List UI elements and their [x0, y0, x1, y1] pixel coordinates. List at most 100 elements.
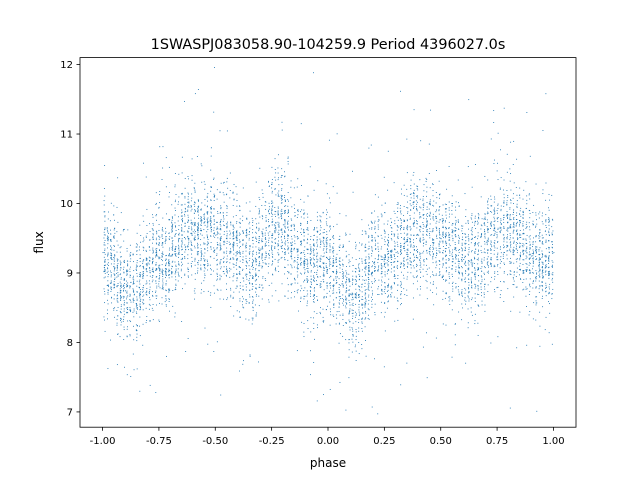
data-point: [547, 267, 549, 269]
data-point: [442, 222, 444, 224]
data-point: [258, 240, 260, 241]
data-point: [142, 290, 144, 292]
data-point: [107, 276, 109, 278]
data-point: [423, 205, 425, 207]
data-point: [271, 263, 273, 265]
data-point: [152, 238, 154, 240]
data-point: [374, 258, 376, 260]
data-point: [461, 303, 463, 305]
data-point: [361, 322, 363, 324]
data-point: [528, 209, 530, 211]
data-point: [549, 283, 551, 285]
data-point: [400, 225, 402, 227]
data-point: [444, 235, 446, 237]
data-point: [481, 258, 483, 260]
data-point: [249, 251, 251, 253]
data-point: [149, 320, 151, 322]
data-point: [129, 260, 131, 262]
data-point: [129, 295, 131, 297]
data-point: [451, 309, 453, 311]
data-point: [526, 344, 528, 346]
data-point: [235, 236, 237, 238]
data-point: [442, 263, 444, 265]
data-point: [387, 240, 389, 242]
data-point: [287, 226, 289, 228]
data-point: [446, 227, 447, 229]
data-point: [367, 272, 369, 274]
data-point: [326, 242, 328, 244]
data-point: [322, 211, 324, 213]
data-point: [406, 249, 408, 251]
data-point: [220, 205, 222, 207]
data-point: [490, 240, 492, 242]
data-point: [339, 264, 341, 266]
data-point: [484, 310, 486, 312]
data-point: [551, 218, 553, 220]
data-point: [548, 207, 549, 209]
data-point: [249, 245, 251, 247]
data-point: [197, 224, 199, 226]
data-point: [136, 304, 138, 306]
data-point: [413, 249, 415, 250]
data-point: [519, 265, 521, 267]
data-point: [278, 226, 280, 227]
data-point: [458, 265, 460, 267]
data-point: [478, 280, 480, 282]
data-point: [278, 177, 279, 179]
data-point: [107, 262, 109, 264]
data-point: [538, 258, 540, 260]
data-point: [547, 271, 549, 272]
data-point: [151, 307, 153, 309]
data-point: [387, 265, 389, 267]
data-point: [400, 294, 402, 296]
data-point: [545, 256, 547, 258]
data-point: [107, 259, 109, 261]
data-point: [323, 237, 325, 239]
data-point: [416, 195, 418, 197]
data-point: [342, 319, 344, 321]
data-point: [251, 296, 253, 297]
data-point: [132, 254, 134, 256]
data-point: [355, 335, 357, 337]
data-point: [449, 251, 451, 253]
data-point: [378, 256, 379, 258]
data-point: [303, 336, 305, 338]
data-point: [525, 263, 527, 265]
data-point: [271, 182, 273, 184]
data-point: [372, 265, 373, 267]
data-point: [326, 209, 327, 211]
data-point: [291, 248, 293, 250]
data-point: [426, 287, 428, 289]
data-point: [516, 267, 518, 269]
data-point: [358, 319, 360, 321]
data-point: [325, 251, 327, 253]
data-point: [355, 246, 357, 248]
data-point: [396, 229, 398, 231]
data-point: [113, 309, 115, 311]
data-point: [142, 259, 144, 261]
data-point: [123, 279, 125, 281]
data-point: [248, 223, 250, 225]
data-point: [519, 194, 521, 196]
data-point: [499, 267, 501, 269]
data-point: [361, 321, 363, 323]
data-point: [280, 210, 282, 212]
data-point: [213, 257, 215, 259]
data-point: [323, 320, 325, 322]
data-point: [506, 215, 508, 217]
data-point: [520, 220, 521, 222]
data-point: [513, 229, 515, 231]
data-point: [352, 298, 354, 300]
data-point: [490, 263, 492, 265]
data-point: [325, 265, 327, 267]
data-point: [110, 286, 112, 288]
data-point: [300, 257, 302, 259]
data-point: [190, 204, 192, 206]
data-point: [451, 283, 453, 284]
data-point: [342, 325, 344, 326]
data-point: [284, 251, 286, 253]
data-point: [178, 253, 180, 255]
data-point: [442, 276, 444, 278]
data-point: [149, 257, 151, 259]
data-point: [310, 220, 312, 221]
